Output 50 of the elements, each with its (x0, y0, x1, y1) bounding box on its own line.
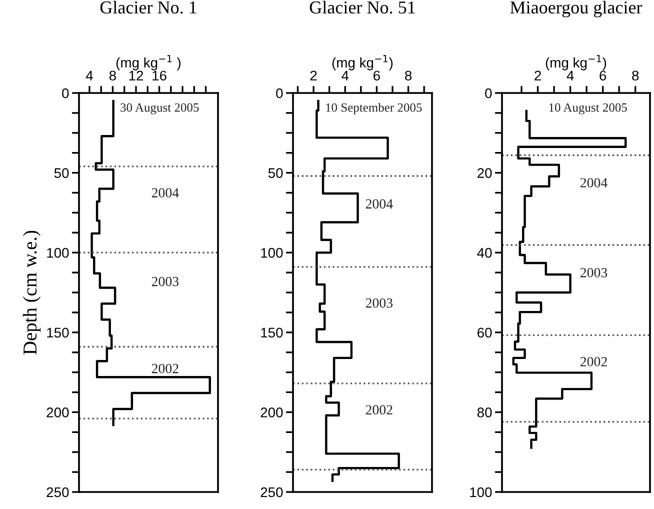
x-tick-label: 8 (109, 70, 116, 81)
annotation: 2003 (152, 276, 179, 286)
y-tick-label: 50 (54, 168, 69, 178)
annotation: 30 August 2005 (120, 103, 199, 114)
annotation: 10 September 2005 (326, 102, 422, 114)
y-tick-label: 20 (478, 168, 492, 178)
y-tick-label: 250 (260, 487, 283, 498)
y-axis-title: Depth (cm w.e.) (22, 230, 41, 354)
x-tick-label: 16 (152, 70, 166, 81)
y-tick-label: 100 (261, 248, 283, 258)
y-tick-label: 0 (276, 88, 283, 98)
x-tick-label: 6 (374, 70, 380, 81)
annotation: 2002 (580, 357, 607, 366)
annotation: 2002 (366, 405, 392, 415)
y-tick-label: 100 (470, 487, 492, 498)
annotation: 2002 (152, 364, 178, 374)
y-tick-label: 40 (477, 248, 492, 258)
annotation: 2003 (366, 298, 393, 308)
y-tick-label: 150 (47, 328, 69, 338)
x-axis-title: (mg kg$^{−1}$ ) (116, 55, 180, 70)
y-tick-label: 150 (261, 328, 283, 338)
x-tick-label: 6 (600, 70, 606, 81)
chart-title: Miaoergou glacier (510, 0, 642, 18)
x-tick-label: 2 (310, 70, 317, 80)
y-tick-label: 200 (260, 408, 283, 418)
x-axis-title: (mg kg$^{−1}$) (332, 55, 393, 70)
annotation: 2004 (580, 178, 608, 188)
y-tick-label: 250 (46, 487, 69, 498)
y-tick-label: 0 (485, 88, 492, 98)
x-tick-label: 12 (129, 70, 144, 80)
y-tick-label: 80 (477, 408, 492, 418)
annotation: 2004 (152, 188, 179, 198)
annotation: 2004 (366, 199, 393, 209)
x-axis-title: (mg kg$^{−1}$) (546, 55, 606, 70)
y-tick-label: 100 (47, 248, 69, 258)
chart-title: Glacier No. 51 (310, 0, 415, 14)
x-tick-label: 4 (566, 70, 574, 80)
y-tick-label: 60 (478, 328, 492, 338)
y-tick-label: 200 (46, 408, 69, 418)
y-tick-label: 0 (62, 88, 69, 98)
x-tick-label: 2 (534, 70, 541, 80)
y-tick-label: 50 (268, 168, 283, 178)
annotation: 10 August 2005 (549, 103, 627, 114)
x-tick-label: 4 (342, 70, 349, 80)
annotation: 2003 (580, 268, 608, 278)
line-series (90, 100, 211, 426)
chart-title: Glacier No. 1 (100, 0, 196, 14)
x-tick-label: 4 (86, 70, 93, 80)
x-tick-label: 8 (632, 70, 639, 81)
x-tick-label: 8 (405, 70, 412, 81)
